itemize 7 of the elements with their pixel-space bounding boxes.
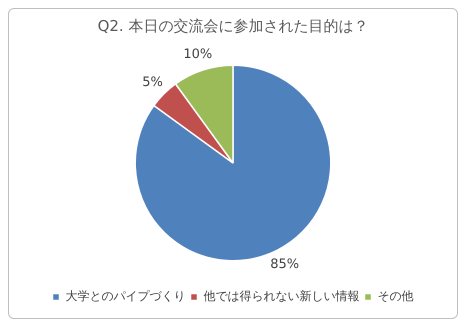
legend-label: 他では得られない新しい情報 [204, 289, 360, 304]
data-label: 5% [142, 74, 163, 90]
legend-label: 大学とのパイプづくり [66, 289, 186, 304]
data-label: 85% [270, 256, 300, 272]
legend-label: その他 [378, 289, 414, 304]
chart-title: Q2. 本日の交流会に参加された目的は？ [98, 16, 368, 35]
data-label: 10% [183, 47, 212, 62]
